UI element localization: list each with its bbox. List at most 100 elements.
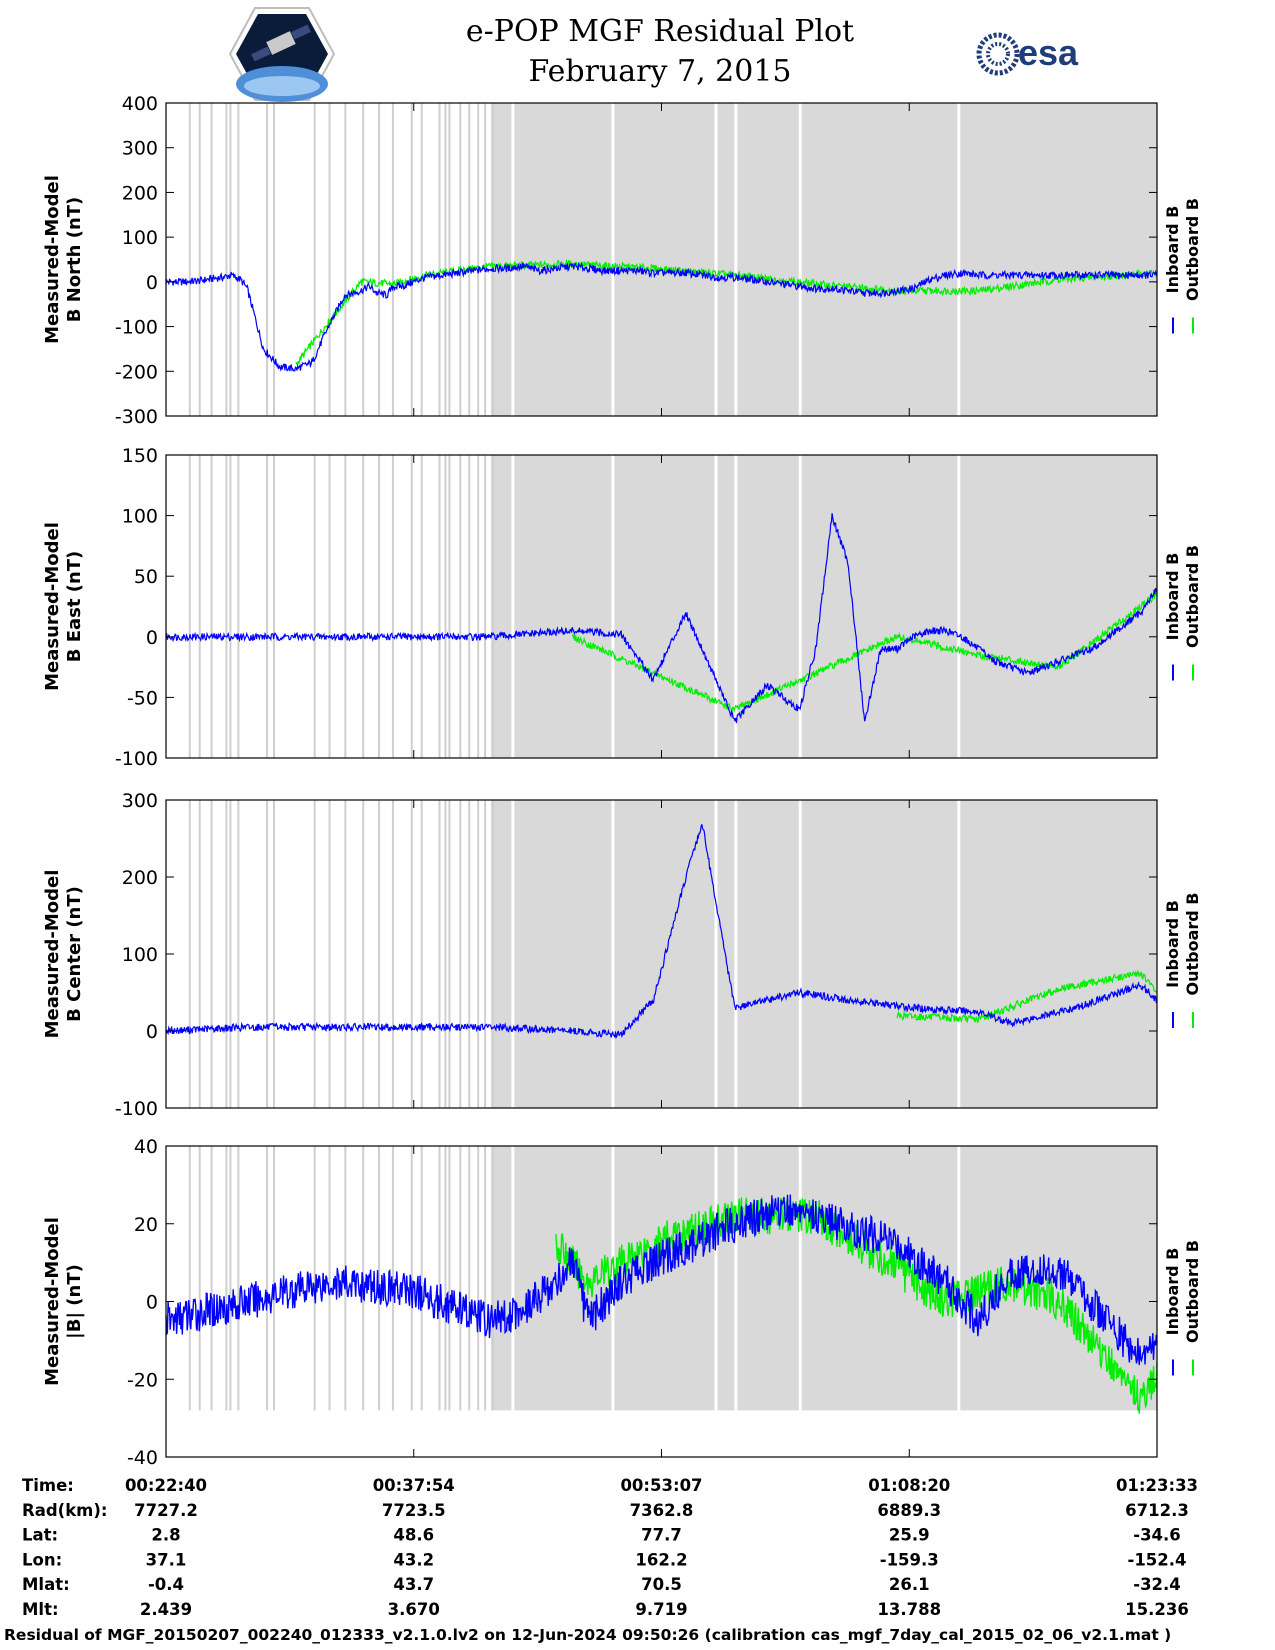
row-value: 13.788 <box>877 1600 941 1619</box>
y-axis-label: Measured-ModelB Center (nT) <box>42 870 85 1039</box>
row-value: -34.6 <box>1133 1526 1181 1545</box>
y-tick-label: 200 <box>122 867 158 889</box>
outboard-trace <box>555 1197 1158 1414</box>
row-value: -159.3 <box>880 1550 939 1569</box>
cassiope-mission-logo-icon <box>228 7 336 102</box>
shaded-region <box>491 455 1158 758</box>
row-value: 6712.3 <box>1125 1501 1189 1520</box>
row-value: 01:23:33 <box>1116 1476 1198 1495</box>
panel-4: -40 -20 0 20 40 Measured-Model|B| (nT) Inboard… <box>42 1136 1202 1469</box>
y-tick-label: 200 <box>122 182 158 204</box>
y-tick-label: -20 <box>127 1369 158 1391</box>
row-label: Time: <box>22 1476 74 1495</box>
row-value: 25.9 <box>889 1526 930 1545</box>
row-value: 70.5 <box>641 1575 682 1594</box>
panel-3: -100 0 100 200 300 Measured-ModelB Center (nT… <box>42 790 1202 1120</box>
row-value: -32.4 <box>1133 1575 1181 1594</box>
shaded-region <box>491 103 1158 416</box>
row-value: 2.439 <box>140 1600 192 1619</box>
legend-entry: Outboard B <box>1183 198 1202 301</box>
y-axis-label-line: B East (nT) <box>64 551 85 663</box>
row-value: 77.7 <box>641 1526 682 1545</box>
row-value: 7362.8 <box>630 1501 694 1520</box>
row-value: 3.670 <box>388 1600 440 1619</box>
row-value: 15.236 <box>1125 1600 1189 1619</box>
y-tick-label: 0 <box>146 272 158 294</box>
esa-emblem-icon <box>976 32 1020 76</box>
row-value: 43.2 <box>393 1550 434 1569</box>
panel-1: -300 -200 -100 0 100 200 300 400 Measured-ModelB… <box>42 93 1202 428</box>
y-tick-label: 0 <box>146 627 158 649</box>
y-axis-label: Measured-ModelB North (nT) <box>42 175 85 344</box>
y-tick-label: 300 <box>122 790 158 812</box>
inboard-trace <box>165 261 1158 372</box>
row-value: 48.6 <box>393 1526 434 1545</box>
y-tick-label: 100 <box>122 227 158 249</box>
y-axis-label-line: Measured-Model <box>42 870 63 1039</box>
row-value: -152.4 <box>1127 1550 1186 1569</box>
y-tick-label: 0 <box>146 1021 158 1043</box>
legend-entry: Outboard B <box>1183 1240 1202 1343</box>
legend: Inboard BOutboard B <box>1163 198 1202 301</box>
row-value: 00:37:54 <box>373 1476 455 1495</box>
esa-logo: esa <box>976 30 1096 78</box>
y-tick-label: 40 <box>134 1136 158 1158</box>
legend: Inboard BOutboard B <box>1163 893 1202 996</box>
y-axis-label-line: |B| (nT) <box>64 1264 85 1339</box>
y-tick-label: -300 <box>115 406 158 428</box>
legend: Inboard BOutboard B <box>1163 545 1202 648</box>
y-tick-label: -100 <box>115 748 158 770</box>
y-tick-label: 0 <box>146 1292 158 1314</box>
y-axis-label: Measured-ModelB East (nT) <box>42 522 85 691</box>
row-value: 2.8 <box>151 1526 180 1545</box>
y-tick-label: -100 <box>115 1098 158 1120</box>
row-label: Lon: <box>22 1550 62 1569</box>
plot-title: e-POP MGF Residual Plot <box>465 14 855 49</box>
row-value: 7727.2 <box>134 1501 198 1520</box>
row-value: 162.2 <box>635 1550 687 1569</box>
panel-2: -100 -50 0 50 100 150 Measured-ModelB East (nT… <box>42 445 1202 770</box>
ephemeris-table: Time: 00:22:40 00:37:54 00:53:07 01:08:20 01:… <box>22 1476 1198 1619</box>
y-tick-label: -40 <box>127 1447 158 1469</box>
y-tick-label: 300 <box>122 138 158 160</box>
y-tick-label: -50 <box>127 687 158 709</box>
y-tick-label: 20 <box>134 1214 158 1236</box>
row-label: Lat: <box>22 1526 58 1545</box>
row-label: Mlat: <box>22 1575 70 1594</box>
row-value: 7723.5 <box>382 1501 446 1520</box>
row-value: -0.4 <box>148 1575 184 1594</box>
y-tick-label: -200 <box>115 361 158 383</box>
legend: Inboard BOutboard B <box>1163 1240 1202 1343</box>
y-tick-label: 50 <box>134 566 158 588</box>
row-value: 00:22:40 <box>125 1476 207 1495</box>
row-value: 01:08:20 <box>868 1476 950 1495</box>
row-value: 26.1 <box>889 1575 930 1594</box>
outboard-trace <box>896 970 1158 1023</box>
row-value: 43.7 <box>393 1575 434 1594</box>
legend-entry: Inboard B <box>1163 900 1182 988</box>
y-axis-label-line: Measured-Model <box>42 1217 63 1386</box>
row-label: Mlt: <box>22 1600 59 1619</box>
legend-entry: Inboard B <box>1163 1248 1182 1336</box>
y-tick-label: 100 <box>122 506 158 528</box>
legend-entry: Outboard B <box>1183 893 1202 996</box>
y-tick-label: 400 <box>122 93 158 115</box>
footer-caption: Residual of MGF_20150207_002240_012333_v… <box>4 1626 1172 1644</box>
y-axis-label-line: Measured-Model <box>42 522 63 691</box>
plot-date: February 7, 2015 <box>528 54 792 89</box>
row-value: 9.719 <box>635 1600 687 1619</box>
legend-entry: Outboard B <box>1183 545 1202 648</box>
inboard-trace <box>165 824 1158 1040</box>
outboard-trace <box>571 591 1158 713</box>
row-value: 37.1 <box>146 1550 187 1569</box>
y-tick-label: 100 <box>122 944 158 966</box>
shaded-region <box>491 800 1158 1108</box>
y-tick-label: -100 <box>115 317 158 339</box>
row-value: 6889.3 <box>877 1501 941 1520</box>
y-axis-label-line: Measured-Model <box>42 175 63 344</box>
row-value: 00:53:07 <box>620 1476 702 1495</box>
y-axis-label-line: B Center (nT) <box>64 886 85 1022</box>
y-axis-label: Measured-Model|B| (nT) <box>42 1217 85 1386</box>
inboard-trace <box>165 513 1158 724</box>
